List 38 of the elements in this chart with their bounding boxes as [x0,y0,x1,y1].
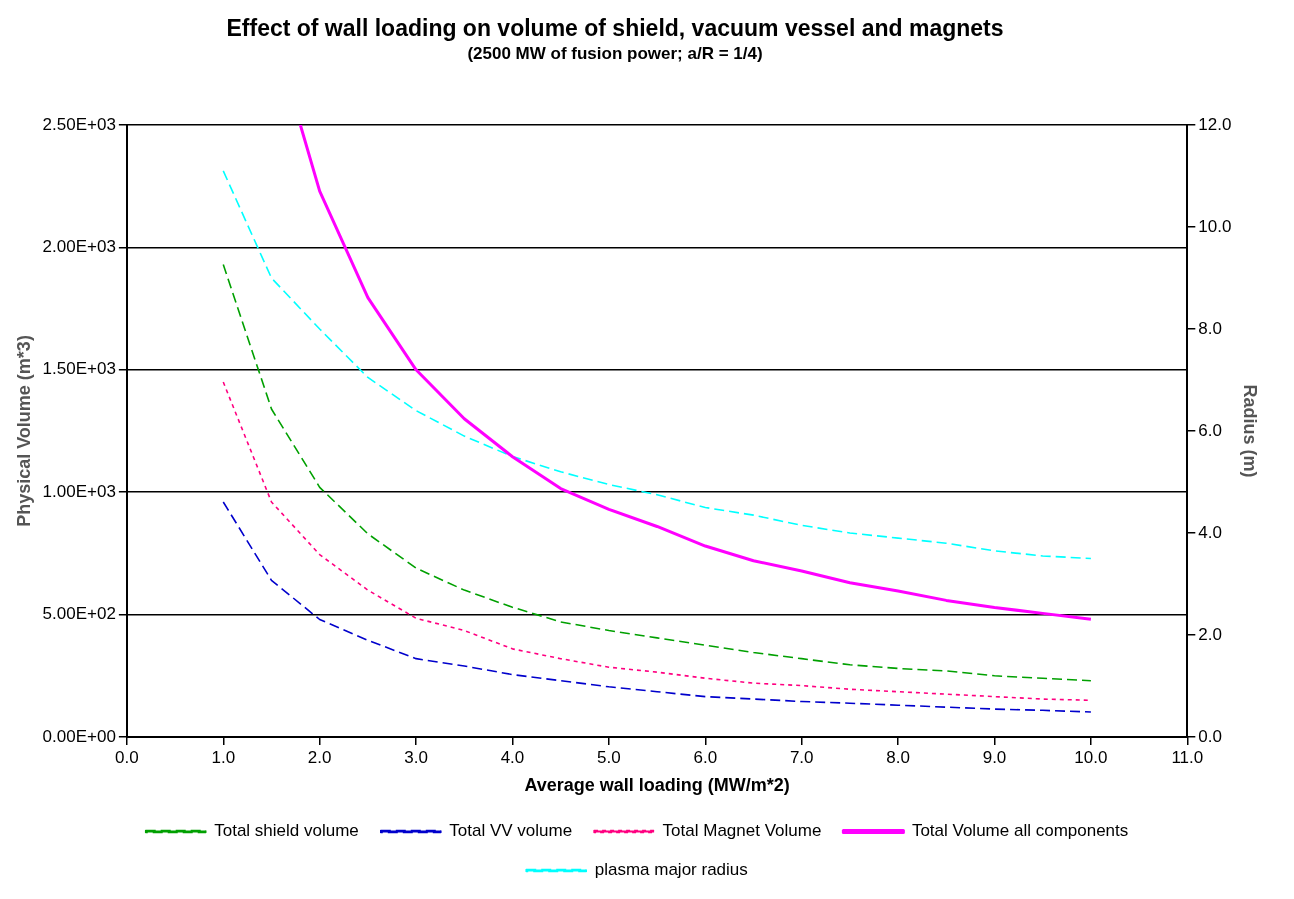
x-tick-label: 11.0 [1171,747,1204,767]
chart-title: Effect of wall loading on volume of shield, vacuum vessel and magnets [226,14,1004,41]
y-axis-title: Physical Volume (m*3) [13,335,34,527]
x-tick-label: 6.0 [693,747,718,767]
x-tick-label: 3.0 [404,747,428,767]
y2-tick-label: 8.0 [1198,318,1222,338]
y2-tick-label: 10.0 [1198,216,1232,236]
legend-label: plasma major radius [594,860,748,880]
x-tick-label: 7.0 [789,747,814,767]
x-tick-label: 10.0 [1074,747,1108,767]
y-tick-label: 1.50E+03 [42,359,116,379]
legend-label: Total Magnet Volume [662,821,822,841]
line-series [222,263,1092,682]
chart-subtitle: (2500 MW of fusion power; a/R = 1/4) [467,44,763,64]
y-tick-label: 0.00E+00 [42,726,116,746]
x-tick-label: 5.0 [597,747,621,767]
line-series [222,501,1092,713]
x-tick-label: 2.0 [307,747,332,767]
x-tick-label: 4.0 [500,747,525,767]
y-tick-label: 5.00E+02 [42,604,116,624]
legend-label: Total Volume all components [911,821,1129,841]
x-axis-title: Average wall loading (MW/m*2) [524,775,790,796]
legend-label: Total VV volume [449,821,573,841]
line-series [222,170,1092,560]
legend-label: Total shield volume [214,821,359,841]
y-tick-label: 1.00E+03 [42,481,116,501]
y2-tick-label: 6.0 [1198,420,1222,440]
y2-tick-label: 4.0 [1198,522,1222,542]
x-tick-label: 9.0 [982,747,1007,767]
y-tick-label: 2.50E+03 [42,114,116,134]
x-tick-label: 8.0 [886,747,910,767]
x-tick-label: 0.0 [115,747,139,767]
x-tick-label: 1.0 [211,747,236,767]
y2-tick-label: 12.0 [1198,114,1232,134]
y2-tick-label: 2.0 [1198,624,1222,644]
y2-axis-title: Radius (m) [1240,384,1261,478]
y-tick-label: 2.00E+03 [42,237,116,257]
y2-tick-label: 0.0 [1198,726,1222,746]
